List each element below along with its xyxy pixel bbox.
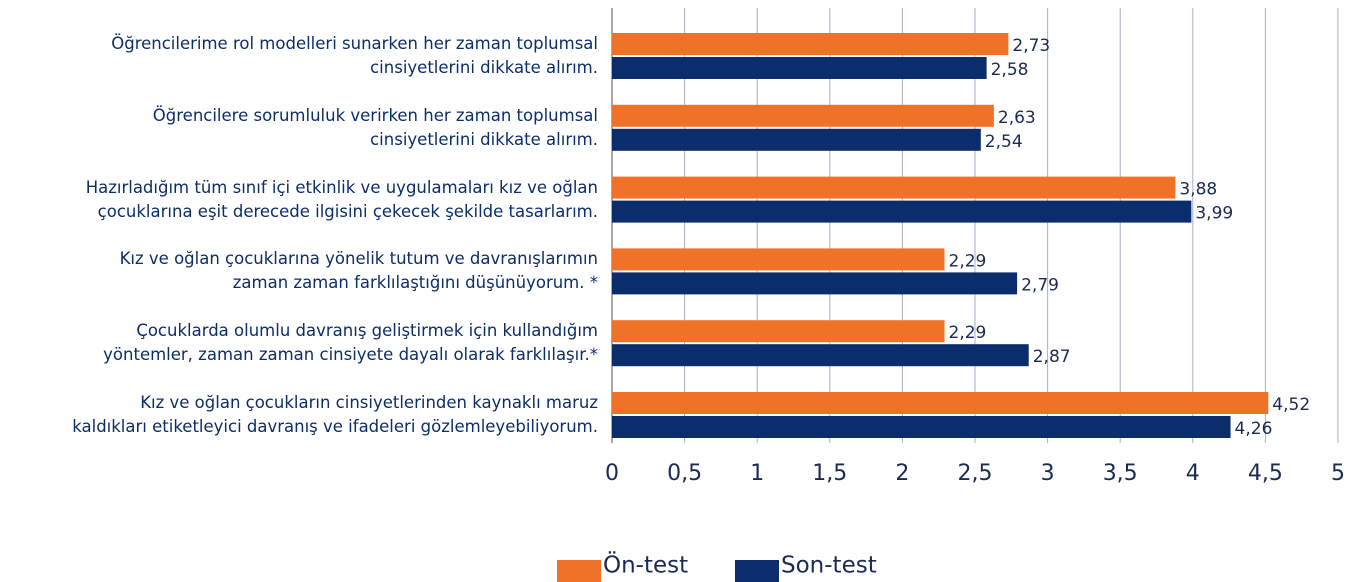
category-label: Öğrencilerime rol modelleri sunarken her… <box>111 34 598 77</box>
legend-label: Ön-test <box>603 551 688 579</box>
x-tick-label: 4 <box>1186 461 1200 486</box>
value-label: 4,52 <box>1272 395 1310 415</box>
bar <box>612 320 945 343</box>
x-tick-label: 2 <box>895 461 909 486</box>
x-tick-label: 3 <box>1041 461 1055 486</box>
value-label: 2,29 <box>949 251 987 271</box>
bar <box>612 128 981 151</box>
bar <box>612 33 1009 55</box>
value-label: 2,73 <box>1012 36 1050 56</box>
category-label: Öğrencilere sorumluluk verirken her zama… <box>152 105 598 149</box>
bar <box>612 104 994 127</box>
legend-swatch <box>735 560 779 582</box>
x-tick-label: 2,5 <box>958 461 993 486</box>
x-tick-label: 5 <box>1331 461 1345 486</box>
x-tick-label: 1 <box>750 461 764 486</box>
value-label: 4,26 <box>1235 419 1273 439</box>
value-label: 2,63 <box>998 108 1036 128</box>
legend-label: Son-test <box>781 553 877 579</box>
bar <box>612 392 1269 414</box>
value-label: 2,58 <box>991 60 1029 80</box>
x-tick-label: 0,5 <box>667 461 702 486</box>
value-label: 2,54 <box>985 132 1023 152</box>
category-label: Kız ve oğlan çocukların cinsiyetlerinden… <box>72 393 598 436</box>
x-tick-label: 0 <box>605 461 619 486</box>
bar <box>612 200 1192 223</box>
category-label: Çocuklarda olumlu davranış geliştirmek i… <box>103 321 598 365</box>
legend-swatch <box>557 560 601 582</box>
category-label: Kız ve oğlan çocuklarına yönelik tutum v… <box>119 249 598 293</box>
value-label: 2,79 <box>1021 275 1059 295</box>
bar <box>612 248 945 271</box>
value-label: 3,99 <box>1195 204 1233 224</box>
x-tick-label: 4,5 <box>1248 461 1283 486</box>
x-tick-label: 1,5 <box>812 461 847 486</box>
bar <box>612 272 1018 295</box>
x-tick-label: 3,5 <box>1103 461 1138 486</box>
bar <box>612 57 987 79</box>
value-label: 2,29 <box>949 323 987 343</box>
category-label: Hazırladığım tüm sınıf içi etkinlik ve u… <box>85 177 598 221</box>
value-label: 3,88 <box>1179 180 1217 200</box>
bar <box>612 416 1231 438</box>
bar <box>612 344 1029 367</box>
bar <box>612 176 1176 199</box>
value-label: 2,87 <box>1033 347 1071 367</box>
